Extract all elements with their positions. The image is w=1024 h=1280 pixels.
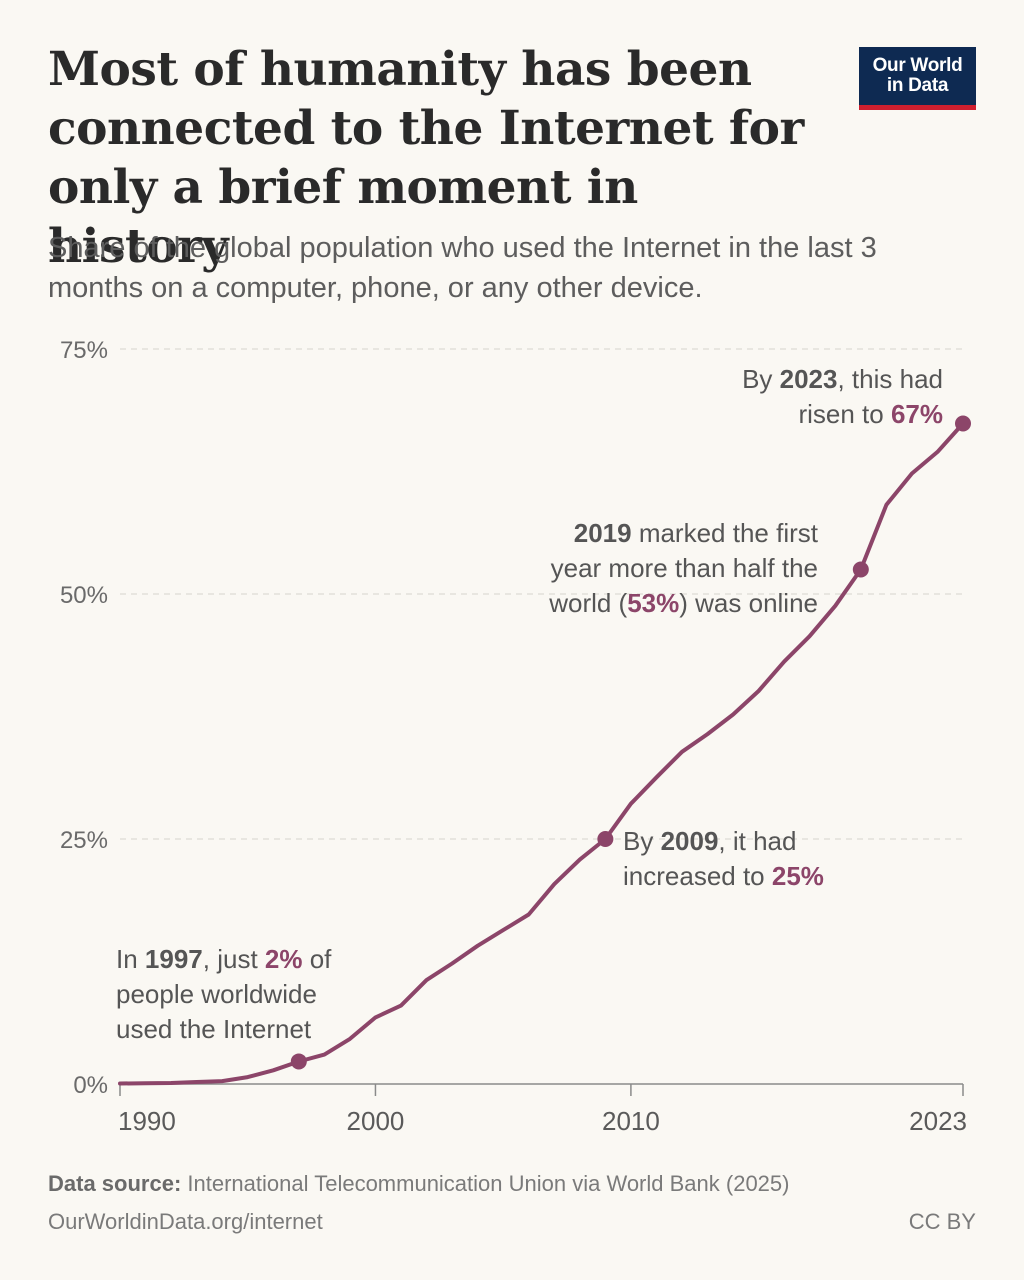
chart-subtitle: Share of the global population who used … [48, 232, 877, 304]
logo-line-1: Our World [872, 55, 963, 76]
annotation-text: increased to [623, 861, 772, 891]
source-url-link[interactable]: OurWorldinData.org/internet [48, 1209, 323, 1234]
annotation-text: 67% [891, 399, 943, 429]
highlight-point [852, 561, 869, 578]
annotation-text: year more than half the [551, 553, 818, 583]
annotation-line: In 1997, just 2% of [116, 944, 332, 974]
annotation-text: marked the first [632, 518, 819, 548]
annotation-text: By [742, 364, 780, 394]
grid-lines [120, 348, 963, 840]
data-source-label: Data source: [48, 1171, 182, 1196]
line-chart: 0% 25% 50% 75% 1990 2000 2010 2023 In 1997, ju… [60, 337, 971, 1136]
annotation-text: In [116, 944, 145, 974]
annotation-text: risen to [798, 399, 891, 429]
x-tick-label: 2010 [602, 1106, 660, 1136]
annotations: In 1997, just 2% of people worldwide used … [116, 364, 943, 1044]
annotation-text: of [302, 944, 332, 974]
data-source-text: International Telecommunication Union vi… [187, 1171, 790, 1196]
highlight-point [597, 831, 614, 847]
annotation-text: world ( [548, 588, 627, 618]
annotation-line: risen to 67% [798, 399, 943, 429]
y-tick-label: 75% [60, 337, 108, 364]
highlight-point [955, 415, 971, 432]
annotation-text: used the Internet [116, 1014, 312, 1044]
data-source: Data source: International Telecommunica… [48, 1171, 789, 1197]
x-axis [119, 1083, 964, 1096]
annotation-text: By [623, 826, 661, 856]
annotation-text: 2009 [661, 826, 719, 856]
x-tick-label: 1990 [118, 1106, 176, 1136]
annotation-text: 2019 [574, 518, 632, 548]
annotation-text: 53% [627, 588, 679, 618]
annotation-text: , just [203, 944, 265, 974]
logo-line-2: in Data [886, 75, 949, 96]
annotation-line: By 2009, it had [623, 826, 796, 856]
annotation-text: 2% [265, 944, 303, 974]
annotation-text: ) was online [679, 588, 818, 618]
x-axis-tick-labels: 1990 2000 2010 2023 [118, 1106, 967, 1136]
annotation-text: , this had [837, 364, 943, 394]
owid-logo[interactable]: Our World in Data [859, 47, 976, 110]
annotation-text: people worldwide [116, 979, 317, 1009]
annotation-text: 1997 [145, 944, 203, 974]
annotation-line: 2019 marked the first [574, 518, 819, 548]
annotation-line: By 2023, this had [742, 364, 943, 394]
series-line [118, 421, 965, 1086]
annotation-text: 25% [772, 861, 824, 891]
highlight-points [290, 415, 971, 1070]
y-tick-label: 0% [73, 1072, 108, 1099]
annotation-line: year more than half the [551, 553, 818, 583]
x-tick-label: 2000 [347, 1106, 405, 1136]
y-axis-tick-labels: 0% 25% 50% 75% [60, 337, 108, 1099]
annotation-line: people worldwide [116, 979, 317, 1009]
annotation-text: 2023 [780, 364, 838, 394]
series-group [118, 421, 965, 1086]
license-link[interactable]: CC BY [908, 1209, 976, 1234]
highlight-point [290, 1053, 307, 1070]
y-tick-label: 25% [60, 827, 108, 854]
annotation-line: world (53%) was online [548, 588, 818, 618]
annotation-line: increased to 25% [623, 861, 824, 891]
y-tick-label: 50% [60, 582, 108, 609]
x-tick-label: 2023 [909, 1106, 967, 1136]
annotation-text: , it had [718, 826, 796, 856]
annotation-line: used the Internet [116, 1014, 312, 1044]
chart-title: Most of humanity has been connected to t… [48, 42, 804, 274]
